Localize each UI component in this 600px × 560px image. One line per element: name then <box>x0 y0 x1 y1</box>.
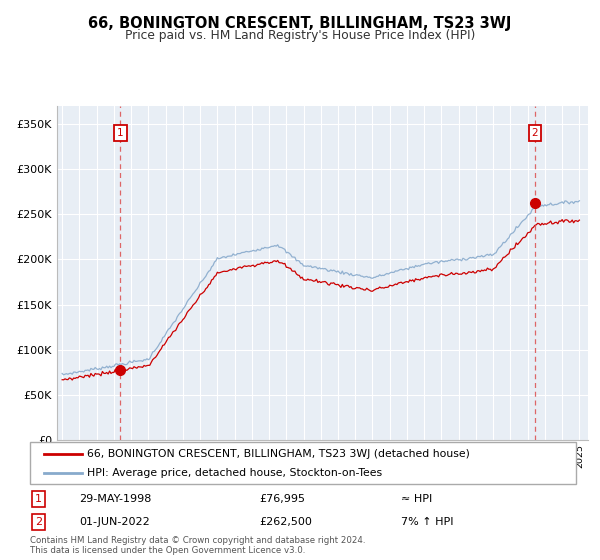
FancyBboxPatch shape <box>30 442 576 484</box>
Text: 1: 1 <box>35 494 41 503</box>
Text: 66, BONINGTON CRESCENT, BILLINGHAM, TS23 3WJ: 66, BONINGTON CRESCENT, BILLINGHAM, TS23… <box>88 16 512 31</box>
Text: HPI: Average price, detached house, Stockton-on-Tees: HPI: Average price, detached house, Stoc… <box>88 468 382 478</box>
Text: 2: 2 <box>532 128 538 138</box>
Text: 2: 2 <box>35 517 42 526</box>
Text: £76,995: £76,995 <box>259 494 305 503</box>
Text: 1: 1 <box>117 128 124 138</box>
Text: Contains HM Land Registry data © Crown copyright and database right 2024.
This d: Contains HM Land Registry data © Crown c… <box>30 536 365 556</box>
Text: ≈ HPI: ≈ HPI <box>401 494 433 503</box>
Text: £262,500: £262,500 <box>259 517 312 526</box>
Text: 7% ↑ HPI: 7% ↑ HPI <box>401 517 454 526</box>
Text: Price paid vs. HM Land Registry's House Price Index (HPI): Price paid vs. HM Land Registry's House … <box>125 29 475 42</box>
Text: 01-JUN-2022: 01-JUN-2022 <box>79 517 150 526</box>
Text: 66, BONINGTON CRESCENT, BILLINGHAM, TS23 3WJ (detached house): 66, BONINGTON CRESCENT, BILLINGHAM, TS23… <box>88 449 470 459</box>
Text: 29-MAY-1998: 29-MAY-1998 <box>79 494 152 503</box>
